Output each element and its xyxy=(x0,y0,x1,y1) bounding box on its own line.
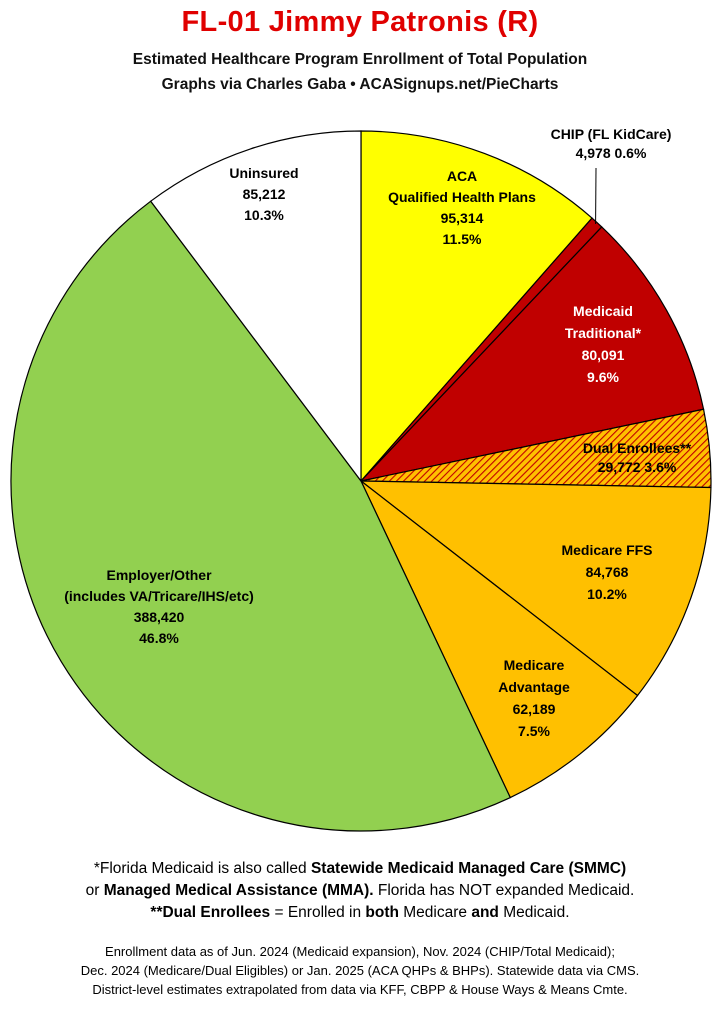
footnote-line-3: **Dual Enrollees = Enrolled in both Medi… xyxy=(150,904,570,921)
slice-label-2: Medicaid Traditional* 80,091 9.6% xyxy=(565,303,642,385)
source-line-1: Enrollment data as of Jun. 2024 (Medicai… xyxy=(105,944,615,959)
pie-chart: ACA Qualified Health Plans 95,314 11.5% CHIP… xyxy=(10,126,712,832)
chart-credit: Graphs via Charles Gaba • ACASignups.net… xyxy=(161,76,559,93)
footnote-line-2: or Managed Medical Assistance (MMA). Flo… xyxy=(85,882,635,899)
source-line-3: District-level estimates extrapolated fr… xyxy=(92,982,628,997)
footnotes: *Florida Medicaid is also called Statewi… xyxy=(0,858,720,924)
pie-slice-6 xyxy=(10,200,512,832)
source-line-2: Dec. 2024 (Medicare/Dual Eligibles) or J… xyxy=(80,963,640,978)
chart-title: FL-01 Jimmy Patronis (R) xyxy=(181,6,539,38)
slice-label-0: ACA Qualified Health Plans 95,314 11.5% xyxy=(388,168,536,247)
slice-label-3: Dual Enrollees** 29,772 3.6% xyxy=(583,440,692,475)
footnote-line-1: *Florida Medicaid is also called Statewi… xyxy=(93,860,627,877)
pie-slice-0 xyxy=(360,130,593,483)
slice-label-4: Medicare FFS 84,768 10.2% xyxy=(561,542,652,602)
slice-label-1: CHIP (FL KidCare) 4,978 0.6% xyxy=(551,126,672,161)
pie-slice-4 xyxy=(359,480,712,697)
chart-subtitle: Estimated Healthcare Program Enrollment … xyxy=(132,51,588,68)
pie-slice-5 xyxy=(360,480,639,799)
pie-slice-2 xyxy=(359,226,705,482)
slice-label-7: Uninsured 85,212 10.3% xyxy=(229,165,298,223)
source-note: Enrollment data as of Jun. 2024 (Medicai… xyxy=(0,942,720,999)
slice-label-6: Employer/Other (includes VA/Tricare/IHS/e… xyxy=(64,567,254,646)
pie-slice-7 xyxy=(149,130,362,483)
slice-label-5: Medicare Advantage 62,189 7.5% xyxy=(498,657,570,739)
